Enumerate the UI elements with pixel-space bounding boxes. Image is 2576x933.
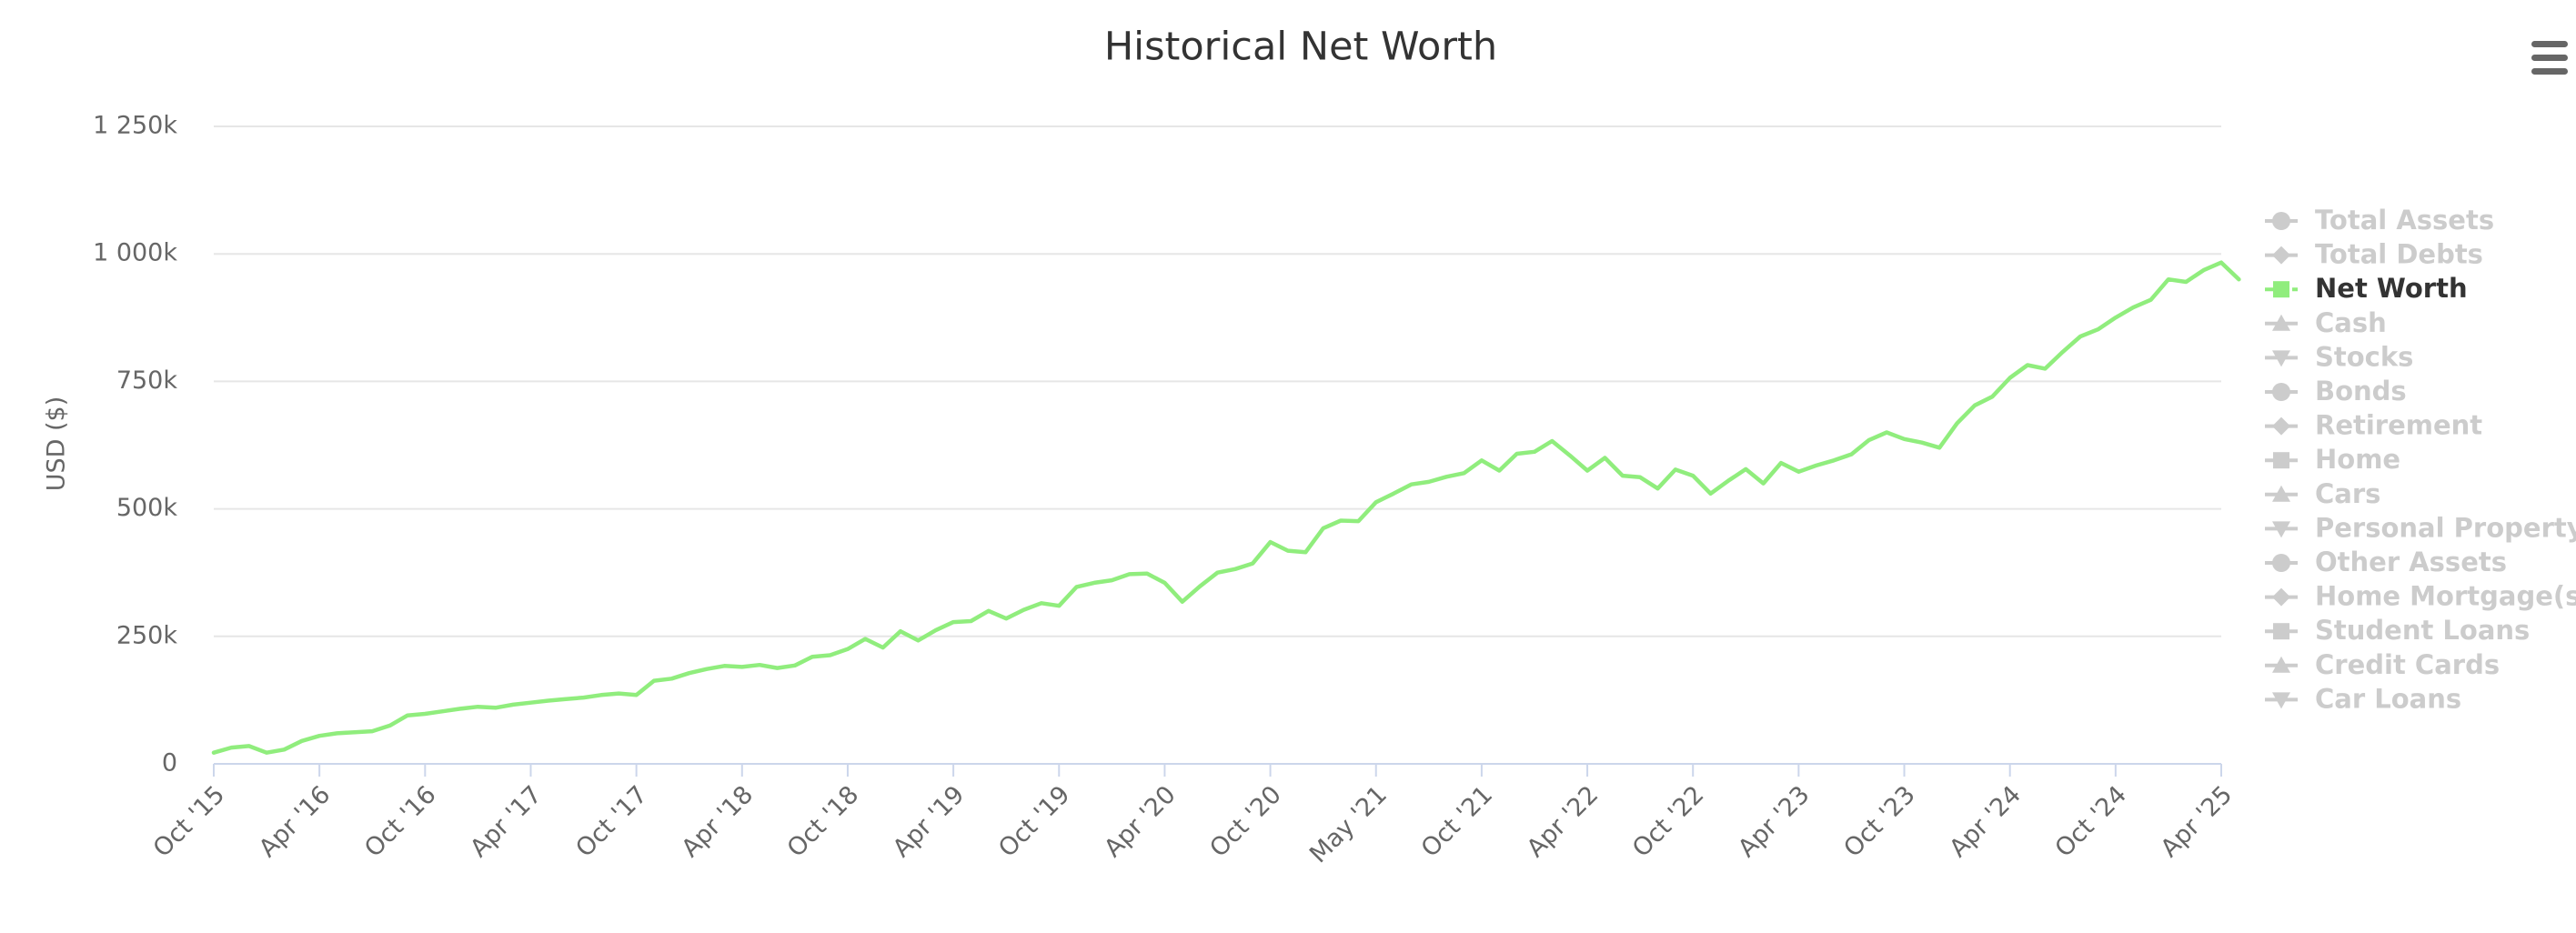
y-tick-label: 1 250k — [93, 112, 177, 140]
legend-item[interactable]: Stocks — [2265, 341, 2413, 372]
legend-marker[interactable] — [2272, 212, 2290, 230]
legend-label[interactable]: Home Mortgage(s) — [2315, 581, 2576, 612]
x-tick-label: Apr '22 — [1522, 780, 1605, 863]
y-tick-label: 1 000k — [93, 239, 177, 267]
legend-item[interactable]: Cars — [2265, 478, 2380, 509]
menu-bar[interactable] — [2531, 41, 2568, 47]
legend-label[interactable]: Personal Property — [2315, 512, 2576, 543]
x-tick-label: Oct '24 — [2050, 780, 2133, 863]
legend-marker[interactable] — [2272, 692, 2290, 709]
legend-label[interactable]: Credit Cards — [2315, 649, 2500, 680]
legend-item[interactable]: Other Assets — [2265, 547, 2507, 577]
x-tick-label: Oct '17 — [570, 780, 653, 863]
legend-item[interactable]: Bonds — [2265, 376, 2407, 406]
y-tick-label: 250k — [116, 621, 178, 649]
legend-label[interactable]: Total Assets — [2315, 205, 2494, 236]
legend-item[interactable]: Total Assets — [2265, 205, 2494, 236]
x-tick-label: Oct '15 — [148, 780, 231, 863]
legend-label[interactable]: Retirement — [2315, 410, 2482, 441]
x-tick-label: Apr '17 — [465, 780, 548, 863]
legend-label[interactable]: Net Worth — [2315, 273, 2468, 304]
legend-marker[interactable] — [2272, 587, 2290, 607]
chart-title: Historical Net Worth — [1104, 25, 1497, 70]
menu-bar[interactable] — [2531, 68, 2568, 75]
x-tick-label: Apr '24 — [1944, 780, 2027, 863]
menu-bar[interactable] — [2531, 55, 2568, 61]
legend-label[interactable]: Home — [2315, 444, 2400, 475]
legend-marker[interactable] — [2272, 350, 2290, 367]
y-axis-title: USD ($) — [43, 396, 71, 492]
x-tick-label: Apr '25 — [2156, 780, 2239, 863]
x-tick-label: Oct '16 — [359, 780, 442, 863]
legend-label[interactable]: Bonds — [2315, 376, 2407, 406]
legend-marker[interactable] — [2272, 383, 2290, 401]
x-tick-label: Oct '23 — [1838, 780, 1921, 863]
legend-label[interactable]: Student Loans — [2315, 615, 2530, 646]
legend-label[interactable]: Cash — [2315, 307, 2387, 338]
legend-item[interactable]: Retirement — [2265, 410, 2482, 441]
legend-item[interactable]: Cash — [2265, 307, 2387, 338]
legend-marker[interactable] — [2272, 521, 2290, 538]
legend-marker[interactable] — [2272, 554, 2290, 572]
legend-marker[interactable] — [2272, 485, 2290, 502]
legend-marker[interactable] — [2272, 656, 2290, 673]
y-tick-label: 750k — [116, 366, 178, 395]
legend-label[interactable]: Cars — [2315, 478, 2380, 509]
legend-item[interactable]: Total Debts — [2265, 239, 2483, 270]
legend-marker[interactable] — [2272, 246, 2290, 265]
legend-item[interactable]: Car Loans — [2265, 683, 2461, 714]
legend-item[interactable]: Net Worth — [2265, 273, 2468, 304]
x-tick-label: Apr '18 — [676, 780, 759, 863]
x-tick-label: Oct '18 — [782, 780, 865, 863]
legend-marker[interactable] — [2272, 314, 2290, 331]
legend-label[interactable]: Total Debts — [2315, 239, 2483, 270]
x-tick-label: Apr '19 — [888, 780, 971, 863]
legend-item[interactable]: Home — [2265, 444, 2400, 475]
x-tick-label: Oct '21 — [1416, 780, 1499, 863]
y-tick-label: 500k — [116, 494, 178, 522]
legend-label[interactable]: Car Loans — [2315, 683, 2461, 714]
x-tick-label: Oct '19 — [993, 780, 1076, 863]
legend-marker[interactable] — [2273, 452, 2289, 469]
legend-item[interactable]: Credit Cards — [2265, 649, 2500, 680]
x-tick-label: May '21 — [1304, 780, 1393, 868]
legend-marker[interactable] — [2273, 623, 2289, 640]
legend-item[interactable]: Personal Property — [2265, 512, 2576, 543]
x-tick-label: Apr '20 — [1099, 780, 1182, 863]
legend-label[interactable]: Stocks — [2315, 341, 2413, 372]
legend-item[interactable]: Home Mortgage(s) — [2265, 581, 2576, 612]
x-tick-label: Apr '23 — [1733, 780, 1816, 863]
legend-label[interactable]: Other Assets — [2315, 547, 2507, 577]
x-tick-label: Apr '16 — [254, 780, 337, 863]
x-tick-label: Oct '22 — [1627, 780, 1710, 863]
y-tick-label: 0 — [162, 749, 177, 778]
legend-item[interactable]: Student Loans — [2265, 615, 2530, 646]
x-tick-label: Oct '20 — [1204, 780, 1287, 863]
legend-marker[interactable] — [2272, 416, 2290, 436]
net-worth-line — [211, 260, 2241, 755]
legend-marker[interactable] — [2273, 281, 2289, 298]
menu-button[interactable] — [2531, 41, 2568, 75]
